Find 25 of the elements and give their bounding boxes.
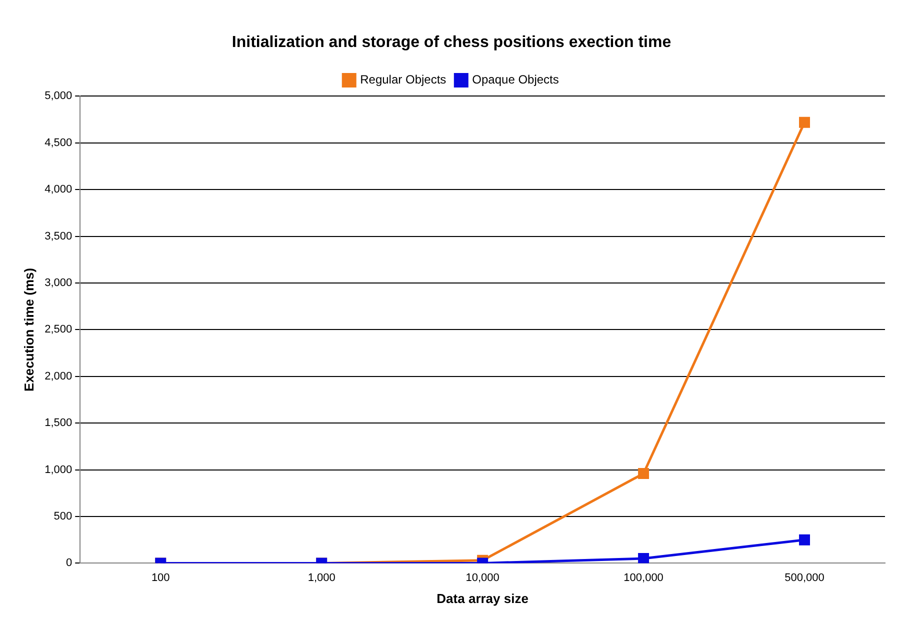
x-tick-label: 100 — [151, 572, 170, 584]
point — [638, 553, 650, 564]
y-axis-title: Execution time (ms) — [21, 268, 36, 392]
legend-label: Opaque Objects — [472, 72, 559, 87]
legend-label: Regular Objects — [360, 72, 446, 87]
y-tick-label: 4,000 — [44, 184, 72, 196]
point — [799, 534, 810, 546]
y-tick-label: 1,500 — [44, 417, 72, 430]
x-tick-label: 500,000 — [784, 572, 824, 584]
x-tick-label: 100,000 — [624, 572, 664, 584]
x-tick-label: 1,000 — [308, 572, 336, 584]
point — [799, 116, 810, 128]
y-tick-label: 3,500 — [44, 230, 72, 242]
y-tick-label: 4,500 — [44, 136, 72, 149]
y-tick-label: 2,500 — [44, 324, 72, 336]
y-tick-label: 500 — [54, 510, 72, 523]
y-tick-label: 2,000 — [44, 370, 72, 382]
point — [638, 468, 650, 480]
y-tick-label: 5,000 — [44, 90, 72, 102]
y-tick-label: 1,000 — [44, 464, 72, 476]
chart-title: Initialization and storage of chess positions exection time — [232, 34, 672, 52]
y-tick-label: 3,000 — [44, 277, 72, 290]
y-tick-label: 0 — [66, 557, 72, 570]
x-tick-label: 10,000 — [466, 572, 500, 584]
x-axis-title: Data array size — [436, 590, 528, 606]
